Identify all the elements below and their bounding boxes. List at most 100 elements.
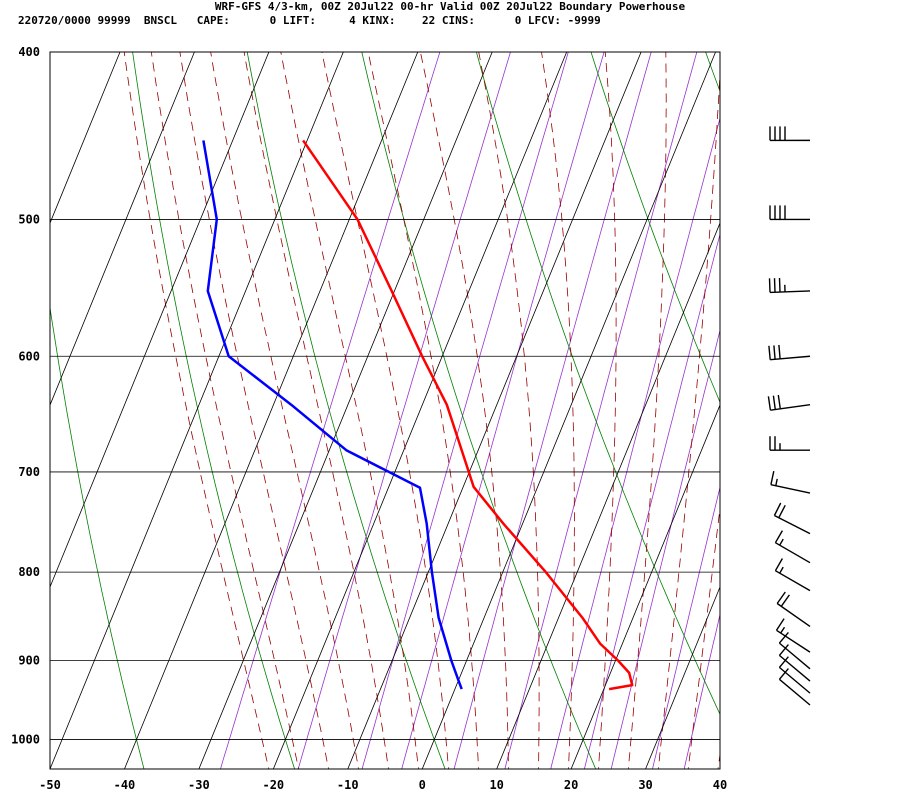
pressure-tick-label: 500 <box>18 212 40 226</box>
isotherm-20 <box>570 404 721 770</box>
wind-barb-flag <box>778 344 781 359</box>
pressure-tick-label: 600 <box>18 349 40 363</box>
isotherm-10 <box>496 222 721 770</box>
pressure-tick-label: 1000 <box>11 733 40 747</box>
wind-barb <box>774 558 811 592</box>
wind-barb-staff <box>770 484 811 494</box>
wind-barb <box>769 126 811 142</box>
isotherm--10 <box>347 51 642 770</box>
temperature-tick-label: -40 <box>114 778 136 792</box>
wind-barb-staff <box>778 654 811 682</box>
mixing-ratio-line-8 <box>610 328 720 769</box>
dry-adiabat-20 <box>361 52 597 769</box>
sounding-profiles <box>202 139 634 691</box>
wind-barb <box>778 644 811 682</box>
wind-barb-staff <box>770 403 811 411</box>
moist-adiabat-16 <box>478 52 540 769</box>
temperature-tick-label: 40 <box>713 778 727 792</box>
wind-barb-staff <box>778 666 811 694</box>
wind-barb-flag <box>773 502 782 516</box>
temperature-profile <box>302 139 634 691</box>
sounding-indices: 220720/0000 99999 BNSCL CAPE: 0 LIFT: 4 … <box>18 14 601 27</box>
wind-barb <box>770 470 811 494</box>
dry-adiabat--20 <box>132 52 296 769</box>
wind-barb-staff <box>776 629 811 653</box>
dry-adiabat-0 <box>246 52 446 769</box>
wind-barb-flag <box>773 278 776 293</box>
wind-barbs <box>767 126 811 706</box>
wind-barb <box>774 530 811 564</box>
moist-adiabat-32 <box>657 64 720 769</box>
grid-lines <box>49 51 721 770</box>
wind-barb-flag <box>778 631 789 644</box>
moist-adiabat-20 <box>541 52 575 769</box>
temperature-tick-label: 30 <box>638 778 652 792</box>
pressure-tick-label: 900 <box>18 654 40 668</box>
isotherm--20 <box>272 51 568 770</box>
wind-barb <box>769 436 811 451</box>
isotherm-30 <box>645 586 721 770</box>
dry-adiabat--40 <box>50 305 145 769</box>
mixing-ratio-line-1 <box>297 52 511 769</box>
wind-barb <box>778 668 811 706</box>
dry-adiabat-80 <box>705 52 720 93</box>
wind-barb <box>768 344 811 361</box>
wind-barb-staff <box>770 355 811 361</box>
wind-barb-flag <box>778 644 789 656</box>
wind-barb-half-flag <box>779 538 784 546</box>
mixing-ratio-line-5 <box>504 52 698 769</box>
reference-lines <box>50 33 900 776</box>
wind-barb-flag <box>767 396 772 411</box>
isotherm--70 <box>49 51 195 406</box>
mixing-ratio-line-13 <box>802 33 900 776</box>
temperature-tick-label: -10 <box>337 778 359 792</box>
moist-adiabat-40 <box>717 751 720 769</box>
wind-barb-flag <box>776 591 786 604</box>
temperature-tick-label: 10 <box>489 778 503 792</box>
wind-barb-flag <box>774 558 784 572</box>
moist-adiabat-36 <box>687 505 720 769</box>
isotherm--30 <box>198 51 493 770</box>
temperature-tick-labels: -50 -40 -30 -20 -10 0 10 20 30 40 <box>39 778 727 792</box>
wind-barb-flag <box>777 394 781 409</box>
mixing-ratio-line-10 <box>683 612 720 769</box>
moist-adiabat--16 <box>150 52 300 769</box>
isotherm--60 <box>49 51 270 588</box>
wind-barb-staff <box>775 542 811 564</box>
wind-barb-flag <box>778 668 789 680</box>
chart-title: WRF-GFS 4/3-km, 00Z 20Jul22 00-hr Valid … <box>214 0 686 13</box>
moist-adiabat--20 <box>123 52 270 769</box>
dewpoint-profile <box>202 140 463 690</box>
pressure-tick-label: 700 <box>18 465 40 479</box>
dry-adiabat-100 <box>813 33 900 776</box>
wind-barb-staff <box>776 602 811 627</box>
wind-barb-flag <box>770 470 775 485</box>
wind-barb-half-flag <box>779 566 784 574</box>
isotherm-0 <box>421 51 716 770</box>
temperature-tick-label: 20 <box>564 778 578 792</box>
wind-barb <box>773 502 811 535</box>
wind-barb-flag <box>778 277 781 293</box>
isotherm--80 <box>49 51 121 224</box>
isotherm--40 <box>124 51 419 770</box>
plot-frame <box>49 51 721 770</box>
wind-barb <box>768 277 811 294</box>
wind-barb-flag <box>778 656 789 668</box>
mixing-ratio-line-0 <box>220 52 441 769</box>
wind-barb-flag <box>773 345 776 360</box>
wind-barb-staff <box>778 678 811 706</box>
mixing-ratio-line-2 <box>361 52 569 769</box>
isotherm--50 <box>49 51 344 770</box>
wind-barb-staff <box>775 570 811 592</box>
wind-barb-flag <box>778 504 786 519</box>
pressure-tick-label: 400 <box>18 45 40 59</box>
wind-barb-half-flag <box>775 478 778 486</box>
wind-barb <box>778 656 811 694</box>
wind-barb <box>776 591 811 627</box>
temperature-tick-label: 0 <box>419 778 426 792</box>
moist-adiabat--8 <box>210 52 359 769</box>
moist-adiabat--12 <box>179 52 330 769</box>
wind-barb-staff <box>774 514 811 535</box>
wind-barb <box>767 394 811 411</box>
